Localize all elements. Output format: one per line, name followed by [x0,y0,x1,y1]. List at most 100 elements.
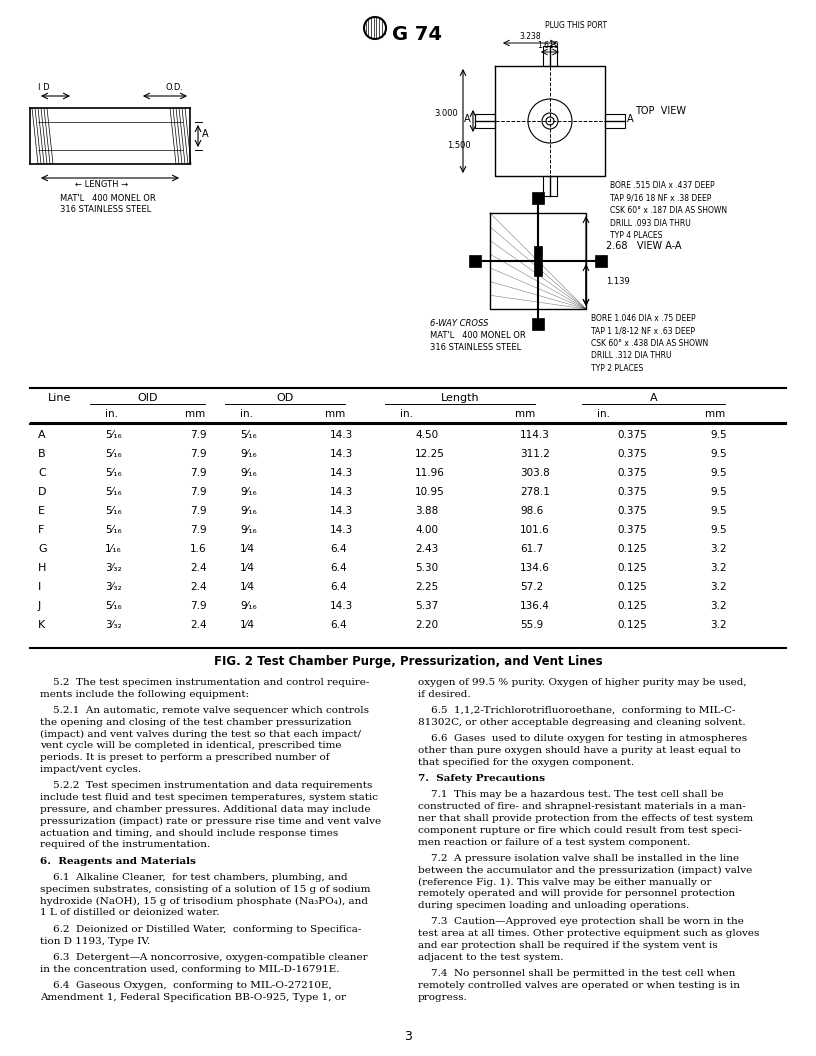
Text: 6.  Reagents and Materials: 6. Reagents and Materials [40,856,196,866]
Text: mm: mm [185,409,206,419]
Bar [543,176,557,196]
Text: 2.20: 2.20 [415,620,438,630]
Text: 98.6: 98.6 [520,506,543,516]
Text: 1.139: 1.139 [606,277,630,285]
Text: in.: in. [105,409,118,419]
Text: 5⁄₁₆: 5⁄₁₆ [105,450,122,459]
Text: that specified for the oxygen component.: that specified for the oxygen component. [418,758,634,767]
Text: Amendment 1, Federal Specification BB-O-925, Type 1, or: Amendment 1, Federal Specification BB-O-… [40,993,346,1002]
Text: ments include the following equipment:: ments include the following equipment: [40,690,249,699]
Text: mm: mm [705,409,725,419]
Text: 2.43: 2.43 [415,544,438,554]
Bar [605,114,625,128]
Text: TOP  VIEW: TOP VIEW [635,106,686,116]
Text: 3⁄₃₂: 3⁄₃₂ [105,582,122,592]
Text: 316 STAINLESS STEEL: 316 STAINLESS STEEL [60,205,151,214]
Text: Line: Line [48,393,71,403]
Text: 9.5: 9.5 [710,431,726,440]
Text: I D: I D [38,83,50,92]
Text: 0.125: 0.125 [617,582,647,592]
Text: 6.6  Gases  used to dilute oxygen for testing in atmospheres: 6.6 Gases used to dilute oxygen for test… [418,734,747,743]
Text: 3.238: 3.238 [519,32,541,41]
Text: O.D.: O.D. [165,83,183,92]
Text: 4.00: 4.00 [415,525,438,535]
Text: impact/vent cycles.: impact/vent cycles. [40,766,141,774]
Text: 114.3: 114.3 [520,431,550,440]
Text: 3.88: 3.88 [415,506,438,516]
Text: mm: mm [515,409,535,419]
Text: 5⁄₁₆: 5⁄₁₆ [240,431,257,440]
Text: men reaction or failure of a test system component.: men reaction or failure of a test system… [418,837,690,847]
Text: 5⁄₁₆: 5⁄₁₆ [105,601,122,611]
Text: 7.9: 7.9 [190,431,206,440]
Text: F: F [38,525,44,535]
Text: test area at all times. Other protective equipment such as gloves: test area at all times. Other protective… [418,929,760,938]
Bar [469,254,481,267]
Text: 3.2: 3.2 [710,563,726,573]
Text: in.: in. [597,409,610,419]
Text: remotely operated and will provide for personnel protection: remotely operated and will provide for p… [418,889,735,899]
Text: 1⁄4: 1⁄4 [240,620,255,630]
Bar [532,318,544,329]
Text: 1.500: 1.500 [447,142,471,150]
Text: A: A [650,393,658,403]
Text: mm: mm [325,409,345,419]
Text: 6.1  Alkaline Cleaner,  for test chambers, plumbing, and: 6.1 Alkaline Cleaner, for test chambers,… [40,873,348,882]
Text: 1.6: 1.6 [190,544,206,554]
Text: 10.95: 10.95 [415,488,445,497]
Bar [534,246,542,276]
Text: 12.25: 12.25 [415,450,445,459]
Text: G 74: G 74 [392,24,442,43]
Text: 3⁄₃₂: 3⁄₃₂ [105,620,122,630]
Text: 0.125: 0.125 [617,601,647,611]
Text: 6.4: 6.4 [330,563,347,573]
Text: 9.5: 9.5 [710,525,726,535]
Text: 0.125: 0.125 [617,544,647,554]
Text: 7.9: 7.9 [190,506,206,516]
Text: A: A [202,129,209,139]
Text: pressure, and chamber pressures. Additional data may include: pressure, and chamber pressures. Additio… [40,805,370,814]
Text: 278.1: 278.1 [520,488,550,497]
Text: during specimen loading and unloading operations.: during specimen loading and unloading op… [418,901,690,910]
Text: 5.30: 5.30 [415,563,438,573]
Text: 1⁄4: 1⁄4 [240,544,255,554]
Text: include test fluid and test specimen temperatures, system static: include test fluid and test specimen tem… [40,793,378,803]
Text: 55.9: 55.9 [520,620,543,630]
Text: 3: 3 [404,1030,412,1042]
Text: pressurization (impact) rate or pressure rise time and vent valve: pressurization (impact) rate or pressure… [40,816,381,826]
Text: constructed of fire- and shrapnel-resistant materials in a man-: constructed of fire- and shrapnel-resist… [418,803,746,811]
Text: 2.25: 2.25 [415,582,438,592]
Text: 14.3: 14.3 [330,431,353,440]
Text: 14.3: 14.3 [330,601,353,611]
Text: 57.2: 57.2 [520,582,543,592]
Text: 81302C, or other acceptable degreasing and cleaning solvent.: 81302C, or other acceptable degreasing a… [418,718,746,727]
Text: if desired.: if desired. [418,690,471,699]
Text: 7.4  No personnel shall be permitted in the test cell when: 7.4 No personnel shall be permitted in t… [418,969,735,978]
Text: 2.4: 2.4 [190,582,206,592]
Text: I: I [38,582,42,592]
Text: 0.375: 0.375 [617,450,647,459]
Text: 3.2: 3.2 [710,582,726,592]
Text: 7.9: 7.9 [190,488,206,497]
Text: 6.4: 6.4 [330,620,347,630]
Text: 7.9: 7.9 [190,450,206,459]
Text: progress.: progress. [418,993,468,1002]
Text: K: K [38,620,45,630]
Text: BORE 1.046 DIA x .75 DEEP
TAP 1 1/8-12 NF x .63 DEEP
CSK 60° x .438 DIA AS SHOWN: BORE 1.046 DIA x .75 DEEP TAP 1 1/8-12 N… [591,314,708,373]
Text: in.: in. [400,409,413,419]
Text: 6.4  Gaseous Oxygen,  conforming to MIL-O-27210E,: 6.4 Gaseous Oxygen, conforming to MIL-O-… [40,981,332,989]
Text: E: E [38,506,45,516]
Text: specimen substrates, consisting of a solution of 15 g of sodium: specimen substrates, consisting of a sol… [40,885,370,893]
Text: 14.3: 14.3 [330,469,353,478]
Text: 14.3: 14.3 [330,450,353,459]
Text: between the accumulator and the pressurization (impact) valve: between the accumulator and the pressuri… [418,866,752,874]
Text: 6.5  1,1,2-Trichlorotrifluoroethane,  conforming to MIL-C-: 6.5 1,1,2-Trichlorotrifluoroethane, conf… [418,706,735,715]
Text: tion D 1193, Type IV.: tion D 1193, Type IV. [40,937,150,945]
Text: 101.6: 101.6 [520,525,550,535]
Text: 0.375: 0.375 [617,469,647,478]
Text: BORE .515 DIA x .437 DEEP
TAP 9/16 18 NF x .38 DEEP
CSK 60° x .187 DIA AS SHOWN
: BORE .515 DIA x .437 DEEP TAP 9/16 18 NF… [610,181,727,240]
Text: MAT'L   400 MONEL OR: MAT'L 400 MONEL OR [60,194,156,203]
Text: 3.000: 3.000 [434,109,458,117]
Text: 7.3  Caution—Approved eye protection shall be worn in the: 7.3 Caution—Approved eye protection shal… [418,918,744,926]
Text: 303.8: 303.8 [520,469,550,478]
